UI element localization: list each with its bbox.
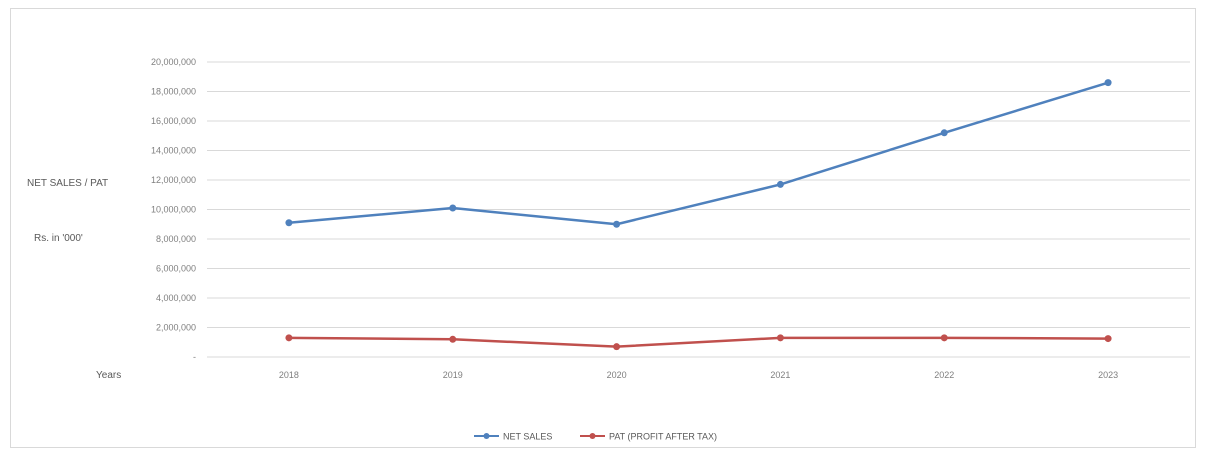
y-axis-label-line2: Rs. in '000'	[34, 233, 83, 244]
data-point	[449, 204, 457, 212]
x-tick-label: 2023	[1098, 370, 1118, 380]
data-point	[613, 220, 621, 228]
x-tick-label: 2018	[279, 370, 299, 380]
data-point	[285, 334, 293, 342]
series-line-0	[288, 81, 1109, 226]
data-point	[1104, 79, 1112, 87]
data-point	[1104, 335, 1112, 343]
y-tick-label: -	[193, 352, 196, 362]
legend-marker-net-sales	[483, 433, 490, 439]
data-point	[776, 180, 784, 188]
chart-frame	[10, 8, 1196, 448]
x-tick-label: 2020	[607, 370, 627, 380]
y-tick-label: 8,000,000	[156, 234, 196, 244]
y-axis-ticks: - 2,000,000 4,000,000 6,000,000 8,000,000 10,…	[151, 57, 196, 362]
x-axis-label: Years	[96, 370, 121, 381]
gridlines	[207, 61, 1190, 358]
y-tick-label: 20,000,000	[151, 57, 196, 67]
legend: NET SALES PAT (PROFIT AFTER TAX)	[474, 432, 717, 442]
y-tick-label: 14,000,000	[151, 146, 196, 156]
data-point	[940, 334, 948, 342]
y-tick-label: 4,000,000	[156, 293, 196, 303]
data-point	[776, 334, 784, 342]
series-line-1	[288, 336, 1109, 348]
x-axis-ticks: 2018 2019 2020 2021 2022 2023	[279, 370, 1118, 380]
x-tick-label: 2021	[770, 370, 790, 380]
data-point	[613, 343, 621, 351]
legend-item-net-sales: NET SALES	[474, 432, 552, 442]
legend-marker-pat	[589, 433, 596, 439]
legend-label-pat: PAT (PROFIT AFTER TAX)	[609, 432, 717, 442]
y-tick-label: 6,000,000	[156, 264, 196, 274]
data-point	[285, 219, 293, 227]
legend-label-net-sales: NET SALES	[503, 432, 552, 442]
series-group	[285, 79, 1112, 351]
y-tick-label: 16,000,000	[151, 116, 196, 126]
data-point	[449, 335, 457, 343]
y-tick-label: 10,000,000	[151, 205, 196, 215]
x-tick-label: 2022	[934, 370, 954, 380]
y-tick-label: 18,000,000	[151, 87, 196, 97]
data-point	[940, 129, 948, 137]
x-tick-label: 2019	[443, 370, 463, 380]
y-tick-label: 2,000,000	[156, 323, 196, 333]
legend-item-pat: PAT (PROFIT AFTER TAX)	[580, 432, 717, 442]
y-tick-label: 12,000,000	[151, 175, 196, 185]
y-axis-label-line1: NET SALES / PAT	[27, 178, 108, 189]
